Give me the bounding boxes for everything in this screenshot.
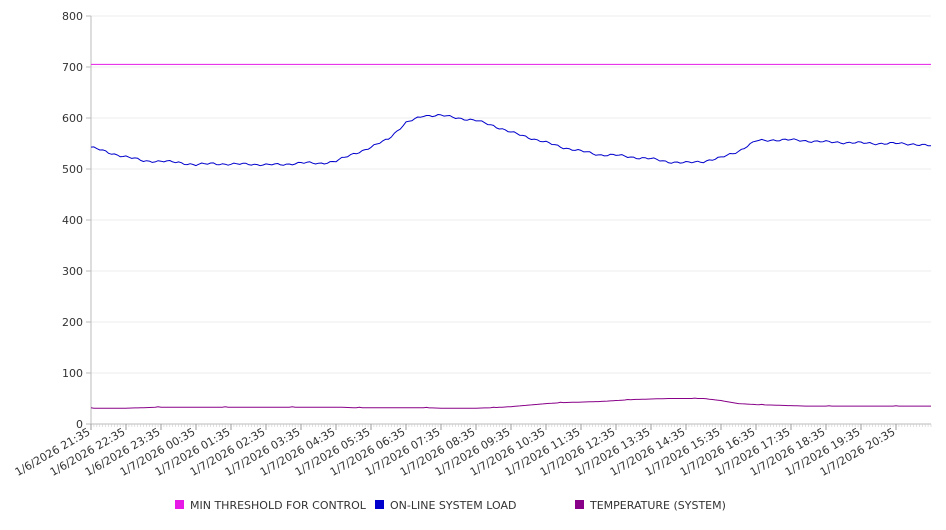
series-lines — [90, 63, 931, 409]
y-tick-label: 700 — [62, 61, 83, 74]
y-tick-label: 600 — [62, 112, 83, 125]
series-line-3 — [90, 397, 931, 409]
y-tick-label: 0 — [76, 418, 83, 431]
legend: MIN THRESHOLD FOR CONTROL ON-LINE SYSTEM … — [175, 499, 726, 512]
series-line-2 — [90, 114, 931, 167]
gridlines — [91, 15, 931, 374]
y-tick-label: 800 — [62, 10, 83, 23]
legend-label: TEMPERATURE (SYSTEM) — [589, 499, 726, 512]
legend-label: MIN THRESHOLD FOR CONTROL — [190, 499, 367, 512]
legend-label: ON-LINE SYSTEM LOAD — [390, 499, 516, 512]
y-tick-label: 200 — [62, 316, 83, 329]
y-tick-label: 500 — [62, 163, 83, 176]
y-tick-label: 300 — [62, 265, 83, 278]
legend-swatch — [175, 500, 184, 509]
y-tick-label: 400 — [62, 214, 83, 227]
x-axis-ticks: 1/6/2026 21:351/6/2026 22:351/6/2026 23:… — [13, 424, 932, 479]
y-axis-ticks: 0 100 200 300 400 500 600 700 800 — [62, 10, 91, 431]
legend-swatch — [375, 500, 384, 509]
y-tick-label: 100 — [62, 367, 83, 380]
legend-swatch — [575, 500, 584, 509]
